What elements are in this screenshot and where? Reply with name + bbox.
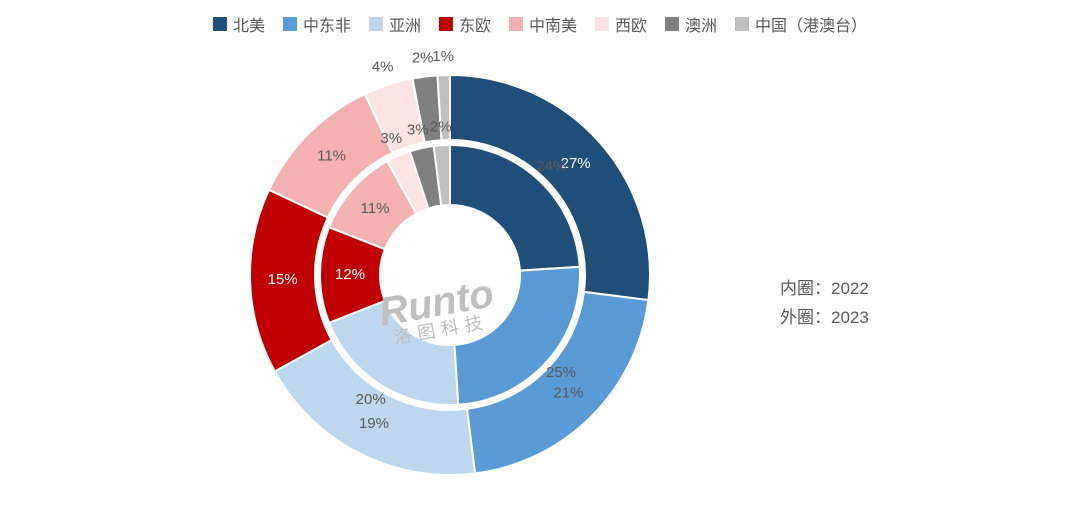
slice-label: 2%: [412, 50, 434, 67]
legend-label: 澳洲: [685, 12, 717, 36]
donut-chart: 27%21%19%15%11%4%2%1%24%25%20%12%11%3%3%…: [200, 40, 700, 507]
outer-year-line: 外圈：2023: [780, 304, 869, 333]
slice-label: 19%: [359, 415, 389, 432]
legend-swatch: [665, 17, 679, 31]
slice-label: 21%: [553, 384, 583, 401]
legend-swatch: [595, 17, 609, 31]
slice-label: 2%: [430, 118, 452, 135]
legend-swatch: [213, 17, 227, 31]
legend-item: 北美: [213, 12, 265, 36]
slice-label: 1%: [432, 48, 454, 65]
legend-label: 中南美: [529, 12, 577, 36]
legend-item: 澳洲: [665, 12, 717, 36]
inner-prefix: 内圈：: [780, 279, 831, 298]
legend-label: 西欧: [615, 12, 647, 36]
inner-year: 2022: [831, 279, 869, 298]
outer-year: 2023: [831, 308, 869, 327]
legend-item: 西欧: [595, 12, 647, 36]
legend-item: 中南美: [509, 12, 577, 36]
ring-year-note: 内圈：2022 外圈：2023: [780, 275, 869, 333]
legend: 北美 中东非 亚洲 东欧 中南美 西欧 澳洲 中国（港澳台）: [0, 12, 1080, 36]
legend-label: 中东非: [303, 12, 351, 36]
legend-item: 中东非: [283, 12, 351, 36]
legend-swatch: [735, 17, 749, 31]
legend-swatch: [509, 17, 523, 31]
slice-label: 3%: [407, 122, 429, 139]
legend-swatch: [283, 17, 297, 31]
legend-label: 北美: [233, 12, 265, 36]
legend-item: 东欧: [439, 12, 491, 36]
slice-label: 11%: [361, 200, 390, 217]
slice-label: 15%: [268, 271, 298, 288]
inner-year-line: 内圈：2022: [780, 275, 869, 304]
slice-label: 25%: [546, 364, 576, 381]
legend-swatch: [439, 17, 453, 31]
slice-label: 12%: [335, 266, 365, 283]
chart-area: 27%21%19%15%11%4%2%1%24%25%20%12%11%3%3%…: [0, 40, 1080, 507]
slice-label: 11%: [317, 148, 346, 165]
slice-label: 3%: [380, 130, 402, 147]
legend-label: 东欧: [459, 12, 491, 36]
outer-prefix: 外圈：: [780, 308, 831, 327]
slice-label: 24%: [536, 158, 566, 175]
slice-label: 20%: [356, 391, 386, 408]
legend-swatch: [369, 17, 383, 31]
slice-label: 4%: [372, 59, 394, 76]
legend-item: 中国（港澳台）: [735, 12, 867, 36]
legend-label: 亚洲: [389, 12, 421, 36]
legend-item: 亚洲: [369, 12, 421, 36]
chart-container: 北美中东非亚洲东欧中南美西欧澳洲中国（港澳台） 27%21%19%15%11%4…: [0, 0, 1080, 507]
legend-label: 中国（港澳台）: [755, 12, 867, 36]
